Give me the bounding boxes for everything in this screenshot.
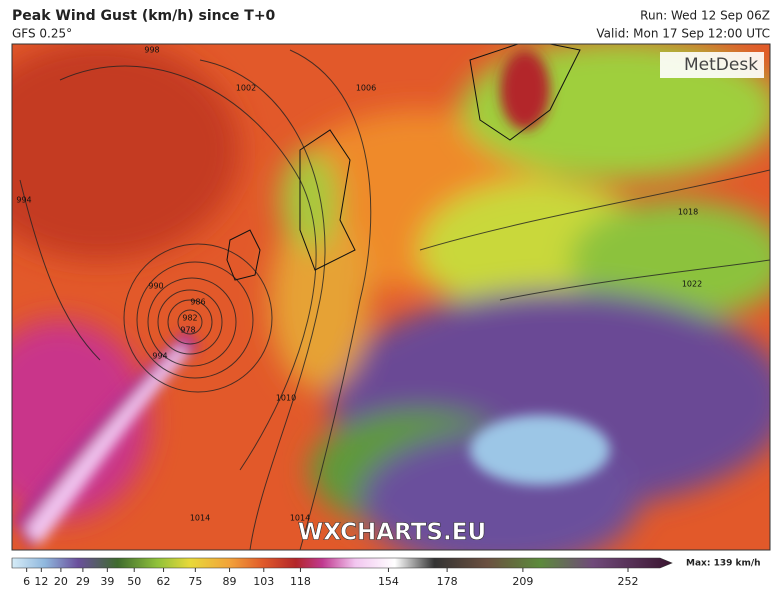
valid: Valid: Mon 17 Sep 12:00 UTC bbox=[596, 27, 770, 41]
isobars bbox=[19, 49, 770, 550]
isobar-label: 978 bbox=[180, 326, 195, 335]
logo-box bbox=[660, 52, 764, 78]
isobar-label: 986 bbox=[190, 298, 205, 307]
isobar-label: 994 bbox=[16, 196, 31, 205]
run: Run: Wed 12 Sep 06Z bbox=[640, 9, 770, 23]
colorbar-tick-label: 29 bbox=[76, 575, 90, 588]
isobar-label: 1002 bbox=[236, 84, 256, 93]
watermark: WXCHARTS.EU bbox=[298, 520, 486, 546]
isobar-label: 1006 bbox=[356, 84, 376, 93]
logo: MetDesk bbox=[684, 55, 758, 75]
map-frame bbox=[11, 43, 771, 551]
colorbar-tick-label: 209 bbox=[512, 575, 533, 588]
coastlines bbox=[226, 44, 581, 281]
colorbar-tick-label: 178 bbox=[437, 575, 458, 588]
colorbar-tick-label: 39 bbox=[100, 575, 114, 588]
isobar-label: 1022 bbox=[682, 280, 702, 289]
colorbar-tick-label: 12 bbox=[34, 575, 48, 588]
colorbar-tick-label: 6 bbox=[23, 575, 30, 588]
model: GFS 0.25° bbox=[12, 27, 72, 41]
colorbar-ramp bbox=[11, 557, 673, 569]
colorbar-tick-label: 154 bbox=[378, 575, 399, 588]
map-area bbox=[12, 44, 770, 550]
colorbar-tick-label: 89 bbox=[223, 575, 237, 588]
max-label: Max: 139 km/h bbox=[686, 559, 761, 569]
isobar-label: 1010 bbox=[276, 394, 296, 403]
isobar-label: 994 bbox=[152, 352, 167, 361]
title: Peak Wind Gust (km/h) since T+0 bbox=[12, 8, 276, 24]
isobar-label: 1014 bbox=[190, 514, 210, 523]
isobar-label: 1018 bbox=[678, 208, 698, 217]
storm-band bbox=[12, 50, 610, 550]
colorbar-tick-label: 20 bbox=[54, 575, 68, 588]
isobar-label: 998 bbox=[144, 46, 159, 55]
isobar-label: 982 bbox=[182, 314, 197, 323]
colorbar bbox=[11, 557, 673, 569]
colorbar-tick-label: 75 bbox=[188, 575, 202, 588]
colorbar-tick-label: 103 bbox=[253, 575, 274, 588]
colorbar-tick-label: 50 bbox=[127, 575, 141, 588]
colorbar-tick-label: 118 bbox=[290, 575, 311, 588]
colorbar-tick-label: 252 bbox=[618, 575, 639, 588]
isobar-label: 1014 bbox=[290, 514, 310, 523]
colorbar-tick-label: 62 bbox=[157, 575, 171, 588]
isobar-label: 990 bbox=[148, 282, 163, 291]
